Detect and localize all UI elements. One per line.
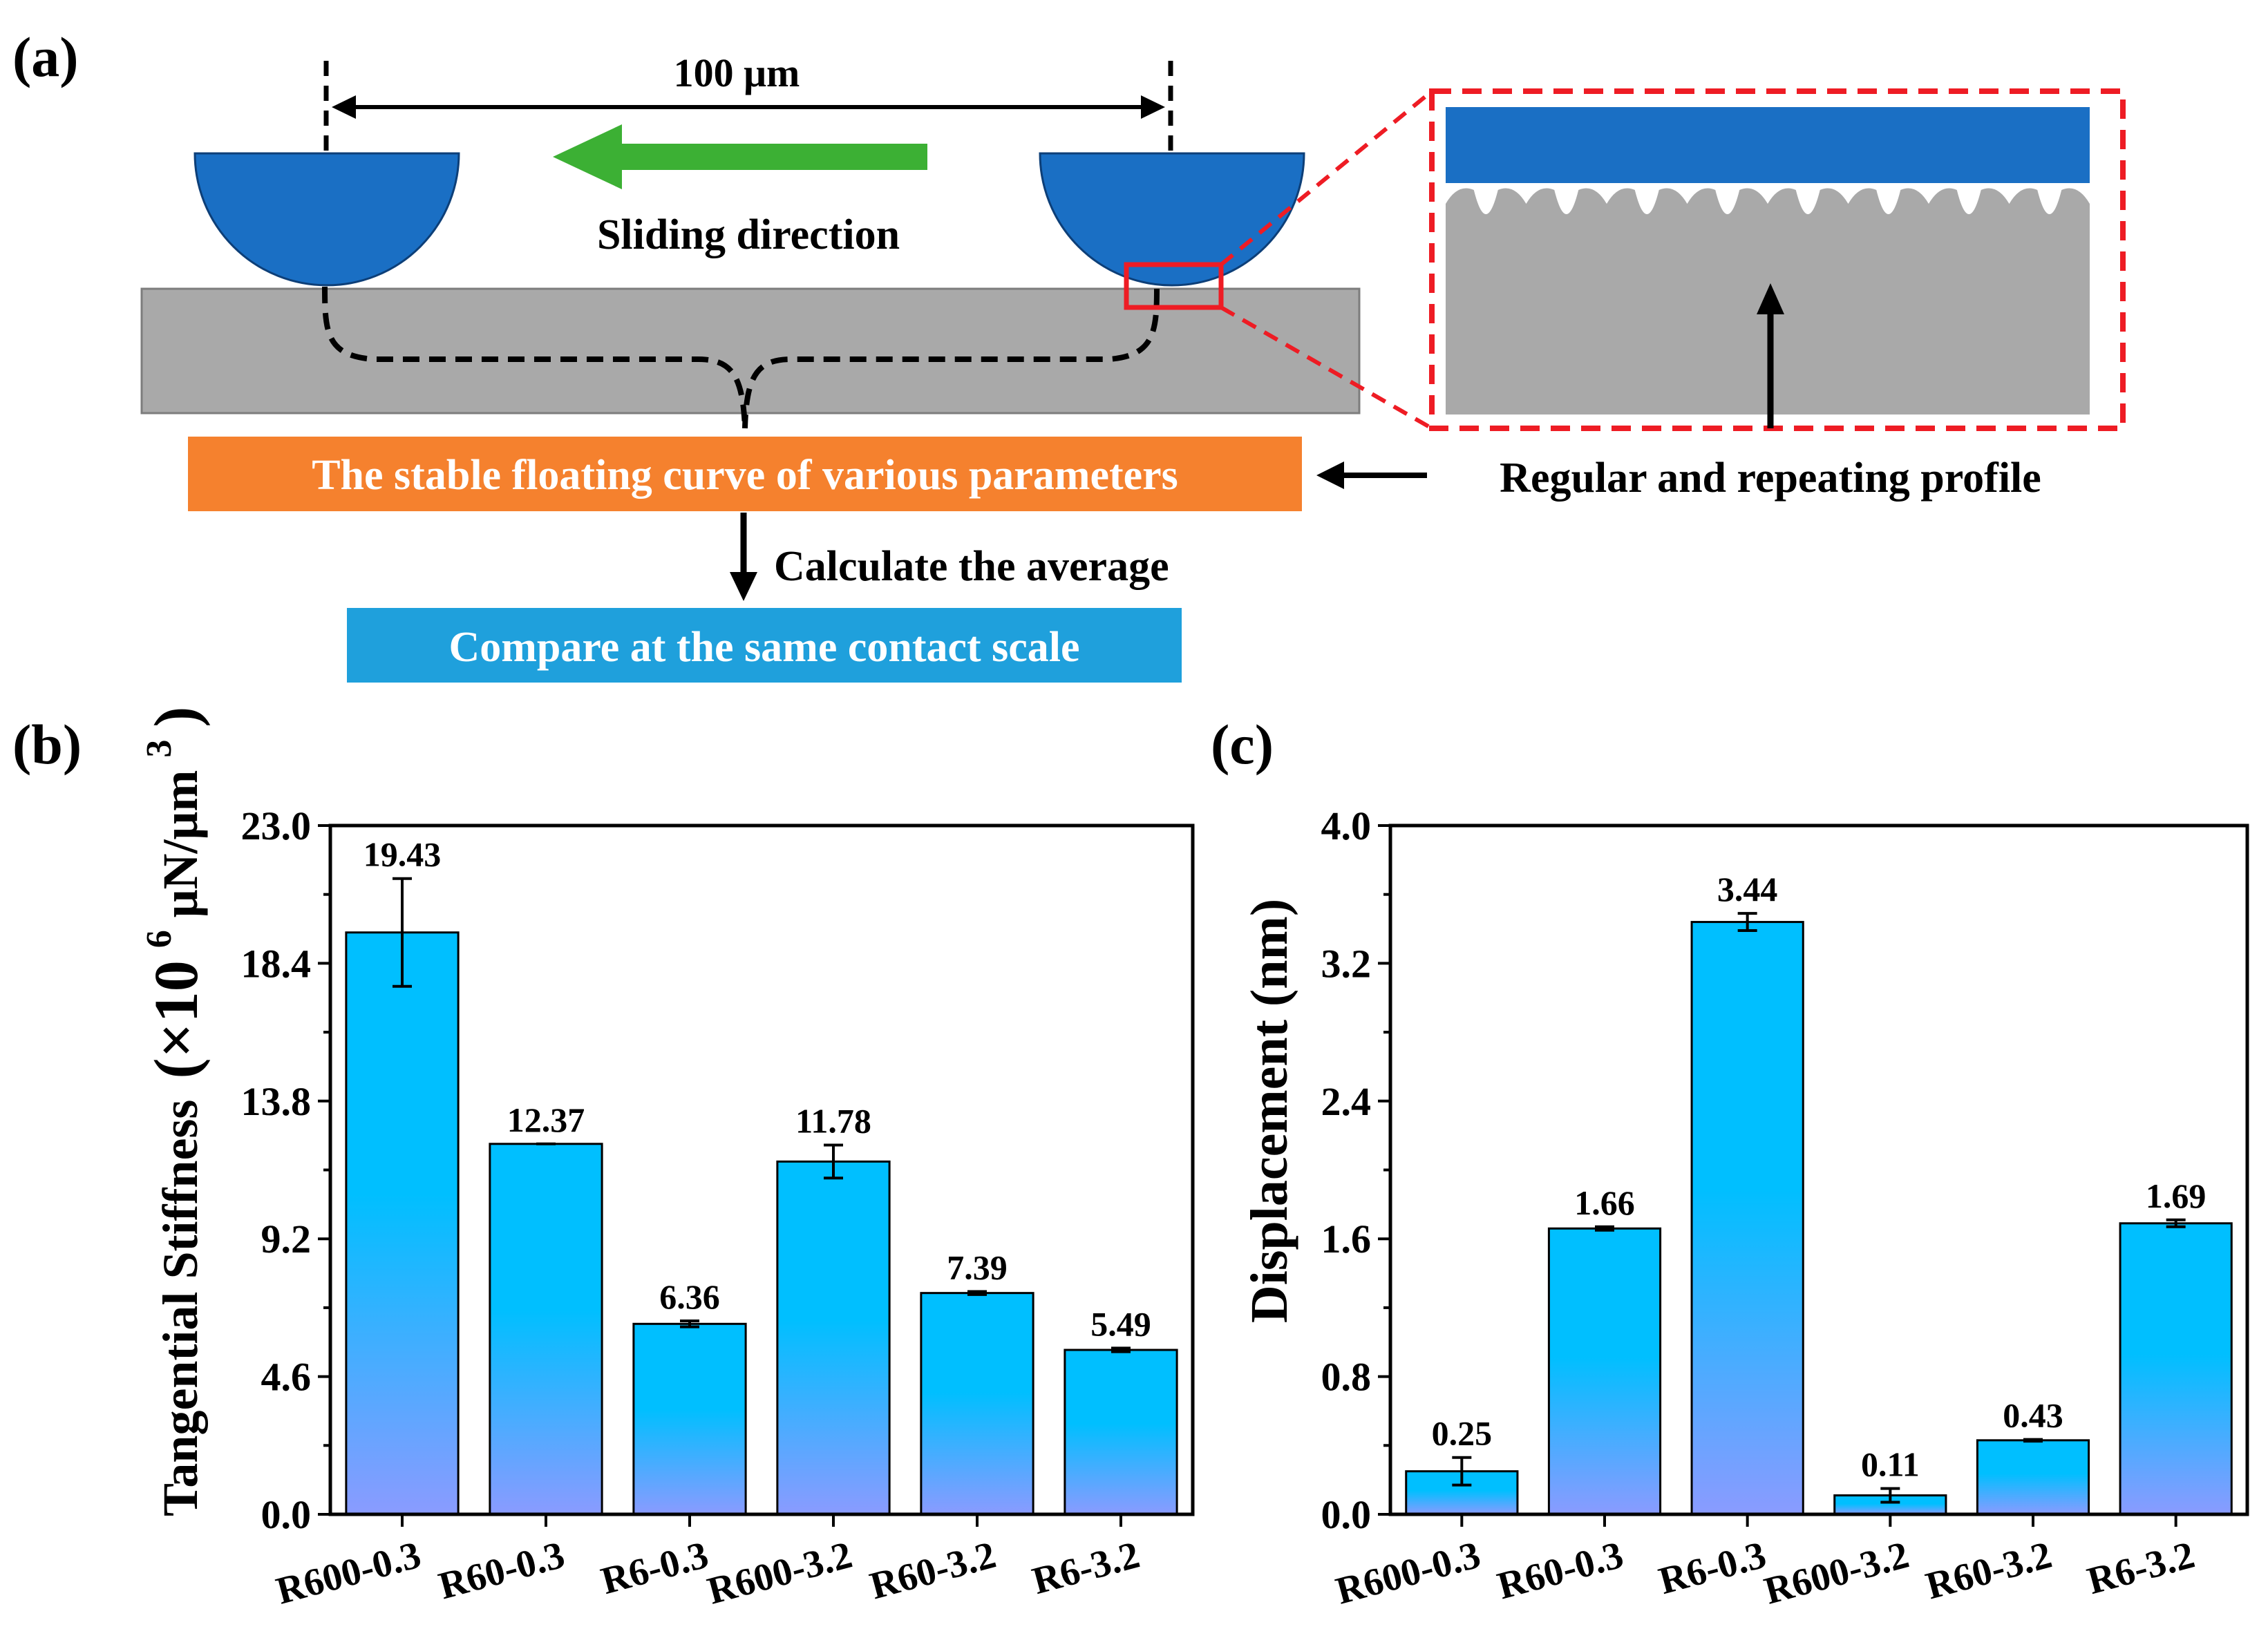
chart-b-value-label: 5.49 xyxy=(1090,1304,1151,1343)
chart-c-xtick-label: R600-3.2 xyxy=(1760,1534,1913,1613)
chart-b-ylabel-mid: μN/μm xyxy=(153,770,208,918)
chart-c-ylabel: Displacement (nm) xyxy=(1240,899,1298,1323)
chart-b-plot: 0.0 4.6 9.2 13.8 18.4 23.0 19.43 R600-0.3 12.37 R… xyxy=(241,803,1195,1613)
panel-b: (b) Tangential Stiffness (×10 6 μN/μm 3 … xyxy=(12,707,1195,1613)
panel-b-label: (b) xyxy=(12,713,82,776)
chart-b-bar-R6-0.3 xyxy=(632,1322,747,1516)
svg-text:Tangential Stiffness (: Tangential Stiffness (×10 6 μN/μm 3 ) xyxy=(126,707,211,1516)
chart-b-ylabel-exp2: 3 xyxy=(140,740,179,758)
calc-arrow-head xyxy=(730,572,757,601)
chart-c-xtick-label: R6-3.2 xyxy=(2083,1534,2199,1603)
zoom-connector-bottom xyxy=(1220,305,1433,430)
chart-b-bar-R600-0.3 xyxy=(345,931,460,1516)
chart-b-bar-R60-3.2 xyxy=(920,1292,1034,1516)
panel-c-label: (c) xyxy=(1211,713,1274,776)
chart-c-ytick-label: 0.0 xyxy=(1321,1492,1372,1537)
floating-curve-box xyxy=(188,437,1302,511)
chart-b-ytick-label: 23.0 xyxy=(241,803,312,848)
chart-b-value-label: 6.36 xyxy=(659,1277,720,1316)
panel-a: (a) 100 μm Sliding direction xyxy=(12,26,2126,683)
chart-c-value-label: 0.11 xyxy=(1861,1445,1920,1484)
right-ball xyxy=(1039,152,1305,287)
chart-b-xtick-label: R6-3.2 xyxy=(1028,1534,1144,1603)
profile-label: Regular and repeating profile xyxy=(1500,455,2041,502)
chart-b-value-label: 7.39 xyxy=(947,1248,1008,1286)
zoom-source-box xyxy=(1124,262,1224,310)
chart-c-ytick-label: 3.2 xyxy=(1321,941,1372,986)
floating-curve-right xyxy=(742,288,1160,429)
chart-b-ylabel-prefix: (×10 xyxy=(142,960,211,1078)
chart-c-value-label: 1.69 xyxy=(2146,1176,2206,1215)
chart-b-xtick-label: R60-3.2 xyxy=(866,1534,1001,1608)
chart-c-xtick-label: R600-0.3 xyxy=(1332,1534,1485,1613)
chart-b-xtick-label: R60-0.3 xyxy=(435,1534,569,1608)
chart-b-ylabel-suffix: ) xyxy=(142,707,211,727)
chart-c-plot: 0.0 0.8 1.6 2.4 3.2 4.0 0.25 R600-0.3 1.66 R60-0.… xyxy=(1321,803,2249,1613)
chart-b-xtick-label: R6-0.3 xyxy=(597,1534,713,1603)
chart-b-value-label: 12.37 xyxy=(507,1101,585,1139)
distance-label: 100 μm xyxy=(674,50,800,95)
left-ball xyxy=(193,152,460,287)
profile-arrow-head xyxy=(1757,283,1784,314)
chart-c-value-label: 0.43 xyxy=(2003,1396,2063,1435)
chart-b-ytick-label: 9.2 xyxy=(261,1217,312,1261)
chart-c-bar-R60-3.2 xyxy=(1976,1439,2090,1516)
sliding-arrow-head xyxy=(553,124,622,189)
chart-c-ytick-label: 2.4 xyxy=(1321,1079,1372,1124)
profile-to-box-arrow-head xyxy=(1316,461,1344,489)
chart-b-xtick-label: R600-3.2 xyxy=(703,1534,856,1613)
chart-c-bar-R60-0.3 xyxy=(1547,1227,1662,1516)
chart-b-ytick-label: 13.8 xyxy=(241,1079,312,1124)
panel-a-label: (a) xyxy=(12,26,79,88)
floating-curve-left xyxy=(322,286,748,429)
chart-c-value-label: 1.66 xyxy=(1574,1183,1635,1222)
chart-b-ylabel-exp: 6 xyxy=(140,930,179,948)
chart-c-value-label: 0.25 xyxy=(1432,1414,1493,1453)
panel-c: (c) Displacement (nm) 0.0 0.8 1.6 2.4 3.2 4.0… xyxy=(1211,713,2249,1613)
calc-average-label: Calculate the average xyxy=(774,543,1169,590)
chart-c-xtick-label: R6-0.3 xyxy=(1654,1534,1770,1603)
chart-c-xtick-label: R60-0.3 xyxy=(1493,1534,1628,1608)
chart-c-bar-R6-0.3 xyxy=(1690,921,1804,1516)
chart-b-bar-R60-0.3 xyxy=(489,1143,603,1516)
chart-b-bar-R600-3.2 xyxy=(776,1160,891,1516)
inset-ball-surface xyxy=(1446,107,2090,183)
chart-b-ytick-label: 4.6 xyxy=(261,1355,312,1400)
chart-b-bar-R6-3.2 xyxy=(1064,1349,1178,1516)
distance-arrow-right-head xyxy=(1141,95,1165,119)
zoom-connector-top xyxy=(1220,89,1433,267)
chart-c-frame xyxy=(1388,823,2249,1516)
chart-c-ytick-label: 1.6 xyxy=(1321,1217,1372,1261)
chart-b-frame xyxy=(328,823,1195,1516)
chart-b-ylabel: Tangential Stiffness (×10 6 μN/μm 3 ) xyxy=(126,707,211,1516)
chart-c-xtick-label: R60-3.2 xyxy=(1922,1534,2057,1608)
compare-box xyxy=(347,608,1182,683)
chart-c-value-label: 3.44 xyxy=(1717,870,1778,908)
chart-b-value-label: 11.78 xyxy=(795,1102,871,1141)
zoom-inset xyxy=(1429,88,2126,431)
compare-box-text: Compare at the same contact scale xyxy=(448,624,1079,671)
floating-curve-box-text: The stable floating curve of various par… xyxy=(312,452,1178,499)
chart-b-ytick-label: 0.0 xyxy=(261,1492,312,1537)
distance-arrow-left-head xyxy=(332,95,356,119)
chart-b-ytick-label: 18.4 xyxy=(241,941,312,986)
chart-b-value-label: 19.43 xyxy=(363,835,442,874)
chart-b-ylabel-main: Tangential Stiffness xyxy=(153,1100,208,1516)
chart-b-xtick-label: R600-0.3 xyxy=(272,1534,425,1613)
chart-c-ytick-label: 4.0 xyxy=(1321,803,1372,848)
sliding-arrow-shaft xyxy=(615,144,927,170)
chart-c-bar-R6-3.2 xyxy=(2119,1222,2233,1516)
chart-c-ytick-label: 0.8 xyxy=(1321,1355,1372,1400)
sliding-direction-label: Sliding direction xyxy=(597,211,900,258)
